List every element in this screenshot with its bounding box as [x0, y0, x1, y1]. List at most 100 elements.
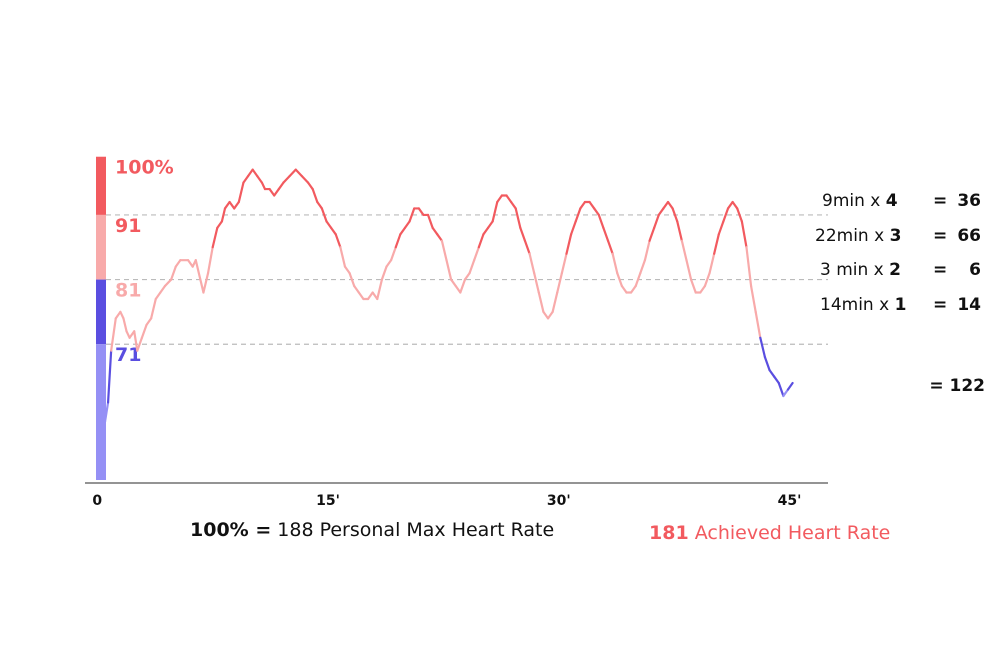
line-segment — [616, 272, 623, 288]
calc-row-2-result: 66 — [957, 226, 981, 246]
calc-row-3-equals: = — [933, 260, 947, 280]
line-segment — [713, 233, 720, 255]
line-segment — [228, 200, 236, 210]
line-segment — [399, 226, 407, 236]
threshold-gridlines — [106, 214, 828, 345]
line-segment — [593, 207, 600, 217]
line-segment — [486, 220, 494, 229]
line-segment — [133, 330, 139, 352]
line-segment — [477, 233, 485, 249]
line-segment — [394, 233, 402, 249]
line-segment — [574, 207, 582, 223]
line-segment — [602, 226, 610, 242]
line-segment — [671, 207, 679, 223]
calc-row-2-equals: = — [933, 226, 947, 246]
line-segment — [385, 259, 393, 268]
line-segment — [237, 181, 245, 204]
line-segment — [491, 200, 499, 223]
line-segment — [703, 272, 711, 288]
line-segment — [311, 187, 319, 204]
line-segment — [745, 246, 753, 288]
line-segment — [136, 336, 144, 352]
line-segment — [763, 356, 771, 372]
line-segment — [220, 207, 227, 223]
line-segment — [643, 239, 651, 262]
line-segment — [119, 310, 125, 320]
line-segment — [777, 381, 785, 398]
line-segment — [170, 265, 177, 281]
line-segment — [334, 233, 342, 249]
line-segment — [611, 252, 619, 275]
line-segment — [459, 278, 467, 294]
line-segment — [629, 284, 637, 294]
line-segment — [282, 175, 291, 184]
max-percent-label: 100% = — [190, 519, 272, 541]
line-segment — [140, 323, 148, 339]
line-segment — [294, 168, 304, 178]
zone-labels: 100% 91 81 71 — [115, 157, 174, 367]
line-segment — [110, 317, 117, 352]
calc-row-1-equals: = — [933, 191, 947, 211]
line-segment — [510, 200, 517, 210]
line-segment — [431, 226, 439, 236]
line-segment — [408, 207, 416, 223]
line-segment — [260, 181, 267, 191]
line-segment — [597, 213, 605, 229]
line-segment — [523, 239, 531, 255]
line-segment — [768, 368, 776, 378]
calc-row-3: 3 min x 2 — [820, 260, 901, 280]
line-segment — [145, 317, 153, 326]
line-segment — [159, 284, 167, 294]
calc-row-4-equals: = — [933, 295, 947, 315]
line-segment — [256, 175, 264, 184]
line-segment — [731, 200, 739, 210]
line-segment — [288, 168, 297, 178]
line-segment — [565, 233, 573, 255]
line-segment — [150, 297, 157, 320]
line-segment — [653, 213, 660, 229]
line-segment — [482, 226, 490, 236]
line-segment — [353, 284, 360, 294]
zone-bar-segment-3 — [96, 279, 106, 345]
line-segment — [206, 246, 214, 275]
achieved-heart-rate: 181 Achieved Heart Rate — [649, 522, 890, 544]
zone-bar-segment-1 — [96, 156, 106, 215]
line-segment — [717, 220, 725, 236]
line-segment — [390, 246, 397, 262]
x-tick-45: 45' — [778, 493, 802, 509]
achieved-value: 181 — [649, 522, 689, 544]
x-tick-0: 0 — [92, 493, 102, 509]
zone-bar-segment-4 — [96, 344, 106, 480]
calc-total: = 122 — [929, 376, 985, 396]
line-segment — [376, 278, 383, 301]
line-segment — [426, 213, 434, 229]
line-segment — [163, 278, 173, 288]
line-segment — [657, 207, 665, 217]
line-segment — [726, 200, 734, 210]
line-segment — [223, 200, 231, 210]
line-segment — [242, 175, 250, 184]
line-segment — [786, 381, 794, 391]
line-segment — [722, 207, 730, 223]
line-segment — [366, 291, 374, 301]
line-segment — [666, 200, 674, 210]
line-segment — [174, 259, 182, 268]
line-segment — [773, 375, 780, 385]
line-segment — [268, 187, 276, 197]
line-segment — [417, 207, 425, 217]
x-tick-15: 15' — [316, 493, 340, 509]
heart-rate-line — [96, 168, 794, 423]
zone-label-91: 91 — [115, 215, 141, 237]
line-segment — [473, 246, 480, 262]
line-segment — [699, 284, 707, 294]
line-segment — [551, 291, 559, 313]
line-segment — [519, 226, 527, 242]
line-segment — [749, 284, 757, 313]
line-segment — [546, 310, 554, 320]
line-segment — [634, 272, 642, 288]
line-segment — [606, 239, 614, 255]
line-segment — [320, 207, 328, 223]
line-segment — [662, 200, 670, 210]
line-segment — [505, 194, 513, 204]
